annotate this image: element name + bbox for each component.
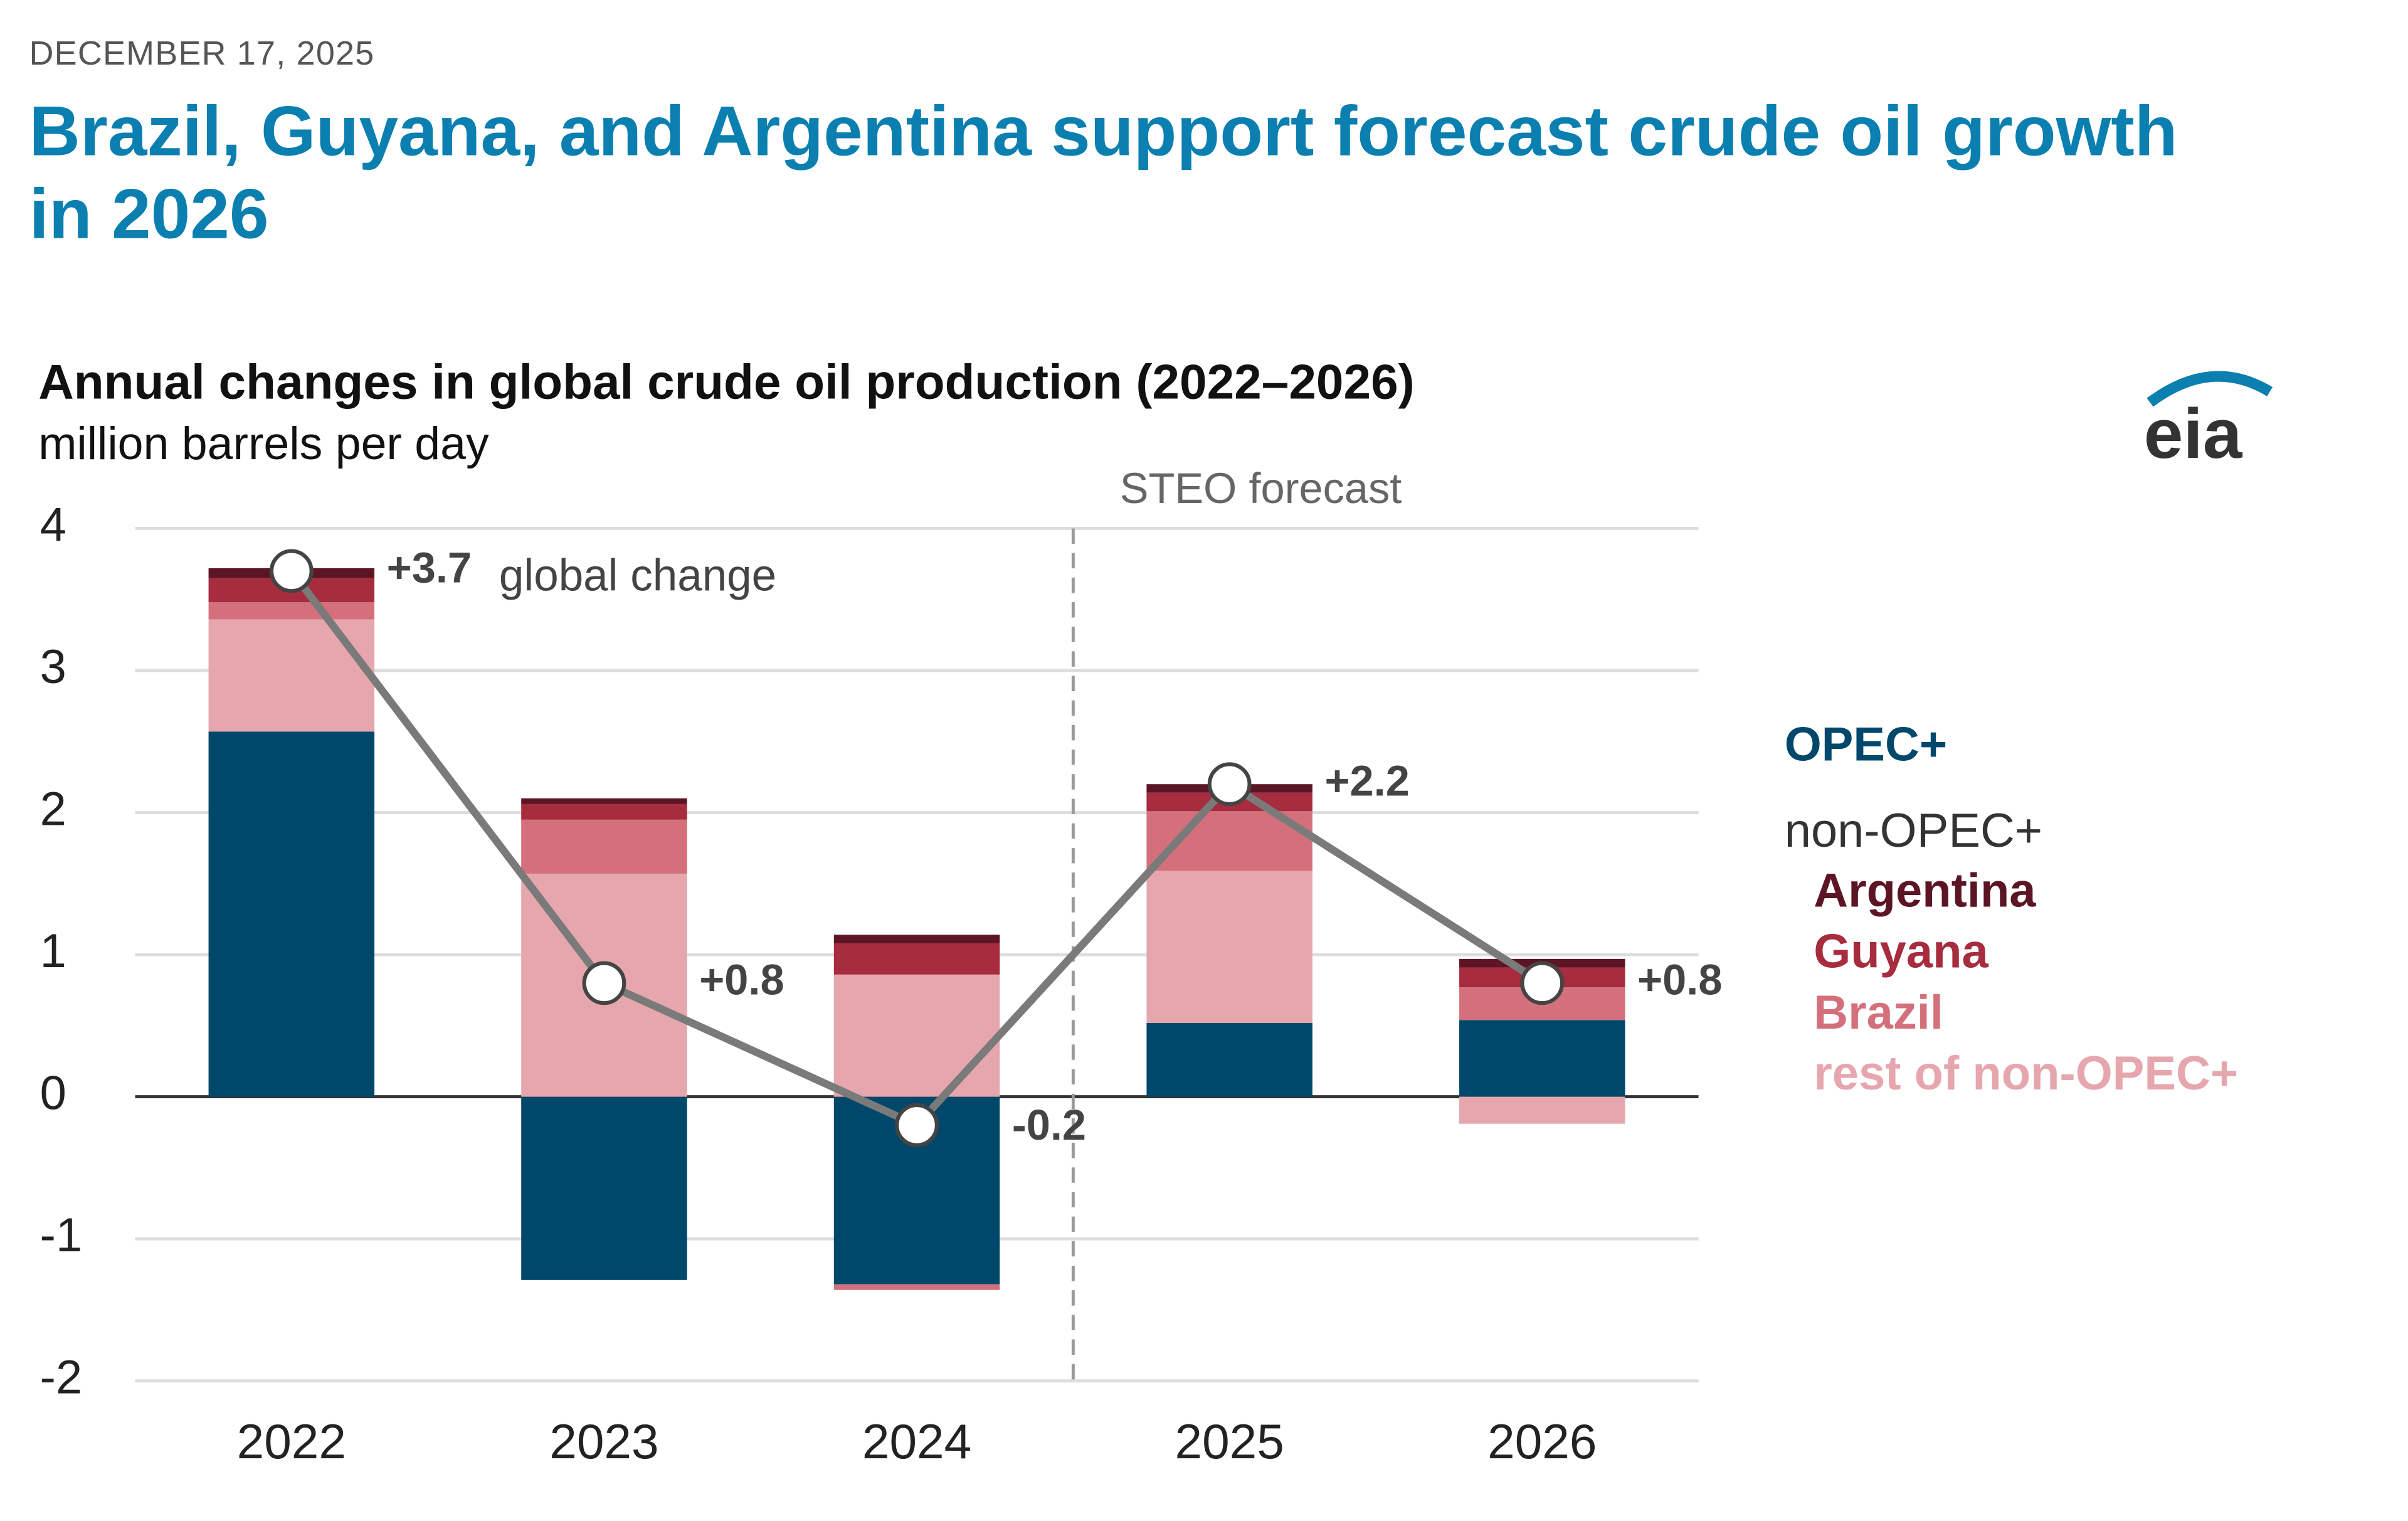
bar-segment [208, 602, 375, 620]
value-label: +0.8 [699, 955, 784, 1004]
bar-segment [521, 803, 687, 820]
bar-segment [1459, 1096, 1625, 1124]
chart-subtitle: million barrels per day [38, 417, 489, 469]
logo: eia [2144, 394, 2243, 473]
global-change-marker [1207, 762, 1252, 807]
bar-segment [521, 819, 687, 874]
value-label: +2.2 [1325, 756, 1410, 805]
value-label: +3.7 [387, 544, 472, 592]
logo-arc [2147, 371, 2273, 407]
bar-segment [1459, 1020, 1625, 1097]
legend-heading: non-OPEC+ [1785, 804, 2042, 857]
value-label: -0.2 [1012, 1101, 1086, 1149]
chart-title: Annual changes in global crude oil produ… [38, 354, 1415, 409]
legend-entry: Argentina [1814, 864, 2036, 917]
global-change-marker [582, 961, 626, 1005]
x-tick-label: 2024 [862, 1414, 971, 1469]
y-tick-label: -1 [40, 1209, 83, 1262]
line-annotation: global change [499, 551, 776, 600]
bar-segment [521, 1096, 687, 1280]
y-tick-label: 3 [40, 640, 66, 694]
bar-segment [833, 935, 1000, 943]
bar-segment [208, 731, 375, 1097]
y-tick-label: 2 [40, 783, 66, 836]
global-change-marker [895, 1103, 939, 1147]
y-tick-label: -2 [40, 1351, 83, 1404]
legend-entry: rest of non-OPEC+ [1814, 1047, 2238, 1100]
bar-segment [1146, 871, 1312, 1023]
x-tick-label: 2026 [1487, 1414, 1597, 1469]
y-tick-label: 4 [40, 499, 66, 552]
bar-segment [1146, 1022, 1312, 1097]
global-change-marker [1520, 961, 1565, 1005]
bar-segment [208, 619, 375, 732]
legend-entry: Brazil [1814, 986, 1943, 1039]
forecast-label: STEO forecast [1120, 464, 1402, 512]
x-tick-label: 2023 [549, 1414, 658, 1469]
y-tick-label: 0 [40, 1067, 66, 1120]
bar-segment [833, 974, 1000, 1097]
date: DECEMBER 17, 2025 [29, 33, 375, 73]
bar-segment [521, 798, 687, 804]
headline: Brazil, Guyana, and Argentina support fo… [29, 90, 2178, 254]
global-change-marker [269, 549, 314, 593]
legend-entry: Guyana [1814, 925, 1988, 978]
value-label: +0.8 [1637, 955, 1722, 1004]
y-tick-label: 1 [40, 925, 66, 978]
x-tick-label: 2025 [1175, 1414, 1284, 1469]
legend-entry: OPEC+ [1785, 718, 1947, 771]
bar-segment [833, 1284, 1000, 1290]
bar-segment [833, 943, 1000, 975]
x-tick-label: 2022 [237, 1414, 346, 1469]
